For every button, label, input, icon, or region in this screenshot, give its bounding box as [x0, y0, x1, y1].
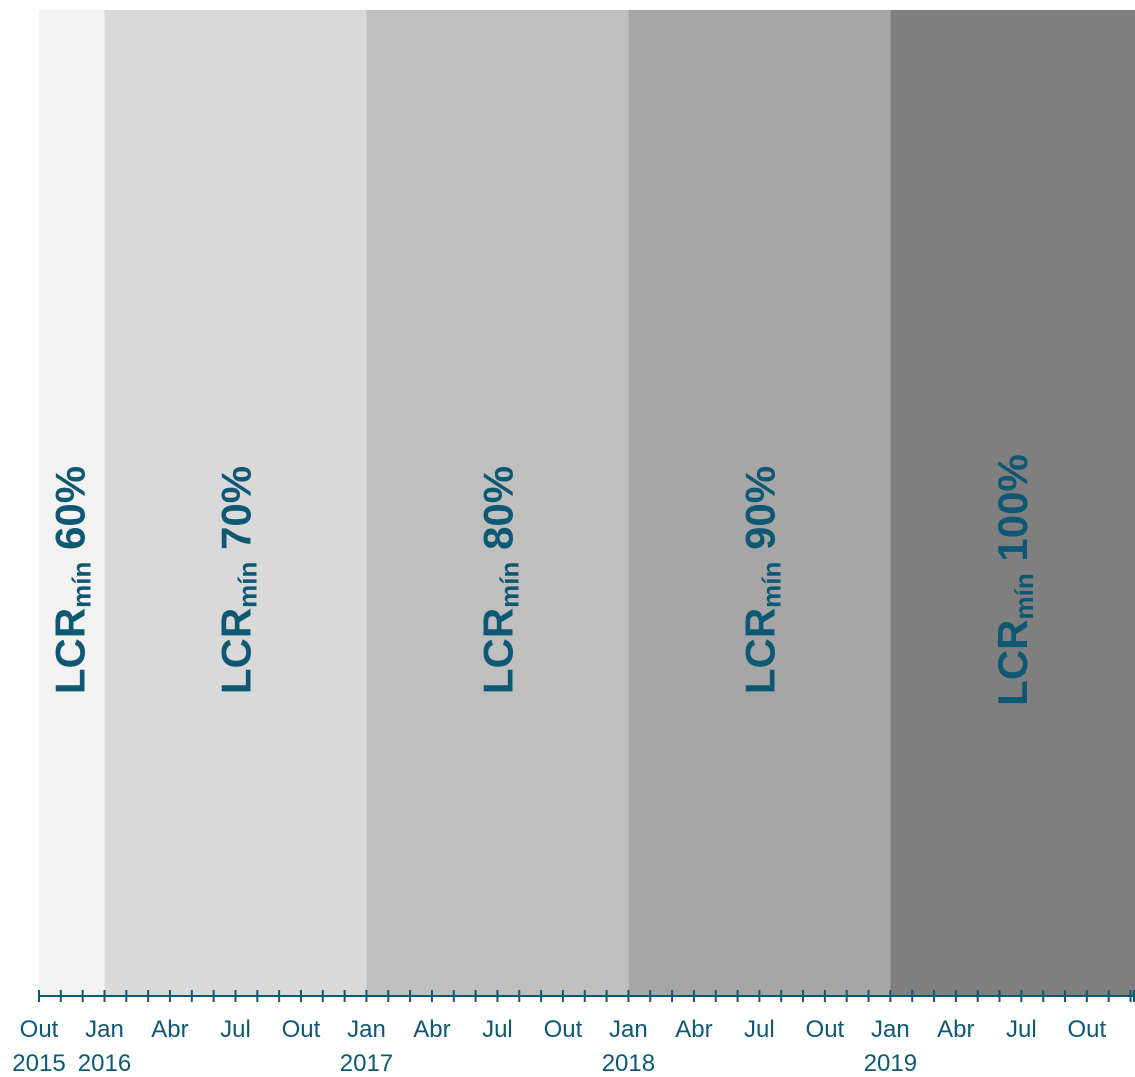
x-tick-label-month: Abr	[675, 1016, 712, 1043]
x-tick-label-month: Jan	[871, 1016, 910, 1043]
band-label-value: 90%	[736, 466, 783, 562]
band-label-main: LCR	[46, 608, 93, 694]
x-tick-label-month: Abr	[937, 1016, 974, 1043]
band-label-main: LCR	[474, 608, 521, 694]
band-60pct	[39, 10, 105, 996]
band-labels-layer: LCRmín 60%LCRmín 70%LCRmín 80%LCRmín 90%…	[46, 454, 1039, 706]
x-tick-label-year: 2018	[602, 1050, 655, 1077]
x-tick-label-month: Jul	[482, 1016, 513, 1043]
x-tick-label-month: Jan	[85, 1016, 124, 1043]
band-label-60pct: LCRmín 60%	[46, 466, 97, 694]
band-label-subscript: mín	[756, 562, 786, 608]
x-tick-label-month: Jul	[744, 1016, 775, 1043]
band-label-70pct: LCRmín 70%	[212, 466, 263, 694]
x-axis	[38, 990, 1135, 1002]
band-label-100pct: LCRmín 100%	[989, 454, 1040, 706]
band-label-subscript: mín	[67, 562, 97, 608]
x-tick-labels: Out 2015 Jan 2016 Abr Jul Out Jan 2017 Abr Jul Out J…	[12, 1016, 1106, 1077]
x-tick-label-month: Out	[1067, 1016, 1106, 1043]
x-tick-label-month: Jul	[220, 1016, 251, 1043]
x-tick-label-month: Out	[20, 1016, 59, 1043]
x-tick-label-year: 2019	[864, 1050, 917, 1077]
band-100pct	[890, 10, 1135, 996]
x-tick-label-month: Jan	[347, 1016, 386, 1043]
x-tick-label-month: Out	[806, 1016, 845, 1043]
band-label-subscript: mín	[232, 562, 262, 608]
band-label-90pct: LCRmín 90%	[736, 466, 787, 694]
x-tick-label-year: 2015	[12, 1050, 65, 1077]
band-label-value: 60%	[46, 466, 93, 562]
band-label-80pct: LCRmín 80%	[474, 466, 525, 694]
band-90pct	[628, 10, 891, 996]
band-label-main: LCR	[736, 608, 783, 694]
band-label-value: 70%	[212, 466, 259, 562]
x-tick-label-month: Out	[282, 1016, 321, 1043]
band-label-main: LCR	[212, 608, 259, 694]
x-tick-label-year: 2017	[340, 1050, 393, 1077]
x-tick-label-month: Out	[544, 1016, 583, 1043]
band-label-value: 80%	[474, 466, 521, 562]
band-label-main: LCR	[989, 620, 1036, 706]
x-tick-label-month: Abr	[413, 1016, 450, 1043]
band-label-subscript: mín	[1009, 573, 1039, 619]
x-tick-label-month: Jan	[609, 1016, 648, 1043]
band-80pct	[366, 10, 629, 996]
x-tick-label-year: 2016	[78, 1050, 131, 1077]
band-label-subscript: mín	[494, 562, 524, 608]
bands-layer	[39, 10, 1135, 996]
x-tick-label-month: Abr	[151, 1016, 188, 1043]
x-tick-label-month: Jul	[1006, 1016, 1037, 1043]
band-70pct	[104, 10, 367, 996]
band-label-value: 100%	[989, 454, 1036, 573]
